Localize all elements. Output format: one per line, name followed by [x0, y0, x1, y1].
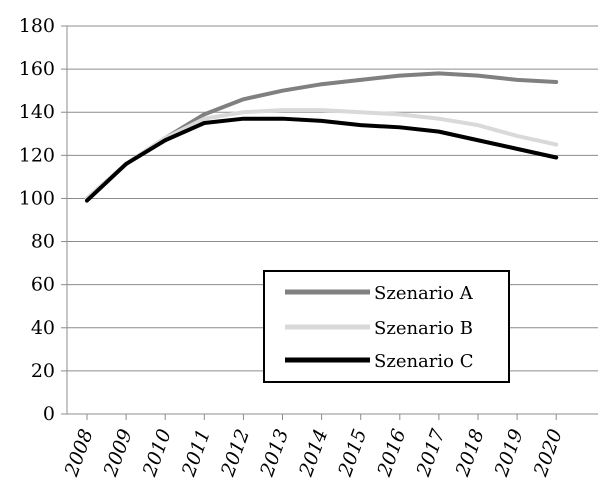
y-tick-label: 80	[31, 231, 55, 253]
x-tick-label: 2012	[217, 426, 255, 480]
y-tick-label: 0	[43, 403, 55, 425]
axes	[66, 26, 598, 415]
y-axis-ticks: 0 20 40 60 80 100 120 140 160 180	[19, 15, 67, 425]
x-tick-label: 2011	[177, 426, 215, 480]
legend-label-szenario-b: Szenario B	[374, 318, 473, 339]
legend-label-szenario-c: Szenario C	[374, 351, 473, 372]
y-tick-label: 160	[19, 58, 55, 80]
x-tick-label: 2020	[529, 426, 567, 480]
y-tick-label: 60	[31, 274, 55, 296]
x-tick-label: 2010	[138, 426, 176, 480]
x-tick-label: 2015	[334, 426, 372, 480]
x-tick-label: 2017	[412, 425, 450, 480]
legend: Szenario A Szenario B Szenario C	[263, 270, 510, 383]
x-tick-label: 2013	[256, 426, 294, 480]
y-tick-label: 20	[31, 360, 55, 382]
y-tick-label: 120	[19, 144, 55, 166]
series-line-szenario-c	[85, 116, 559, 203]
legend-label-szenario-a: Szenario A	[374, 283, 474, 304]
x-tick-label: 2016	[373, 426, 411, 480]
y-tick-label: 40	[31, 317, 55, 339]
series-line-szenario-b	[85, 108, 559, 201]
series-lines	[85, 71, 559, 203]
series-line-szenario-a	[85, 71, 559, 201]
x-tick-label: 2008	[60, 426, 98, 480]
x-axis-ticks: 2008 2009 2010 2011 2012 2013 2014 2015 2016 2017…	[60, 414, 567, 480]
x-tick-label: 2018	[451, 426, 489, 480]
x-tick-label: 2009	[99, 426, 137, 480]
x-tick-label: 2019	[490, 426, 528, 480]
y-tick-label: 180	[19, 15, 55, 37]
y-tick-label: 140	[19, 101, 55, 123]
x-tick-label: 2014	[295, 426, 333, 480]
gridlines	[67, 25, 598, 372]
y-tick-label: 100	[19, 187, 55, 209]
